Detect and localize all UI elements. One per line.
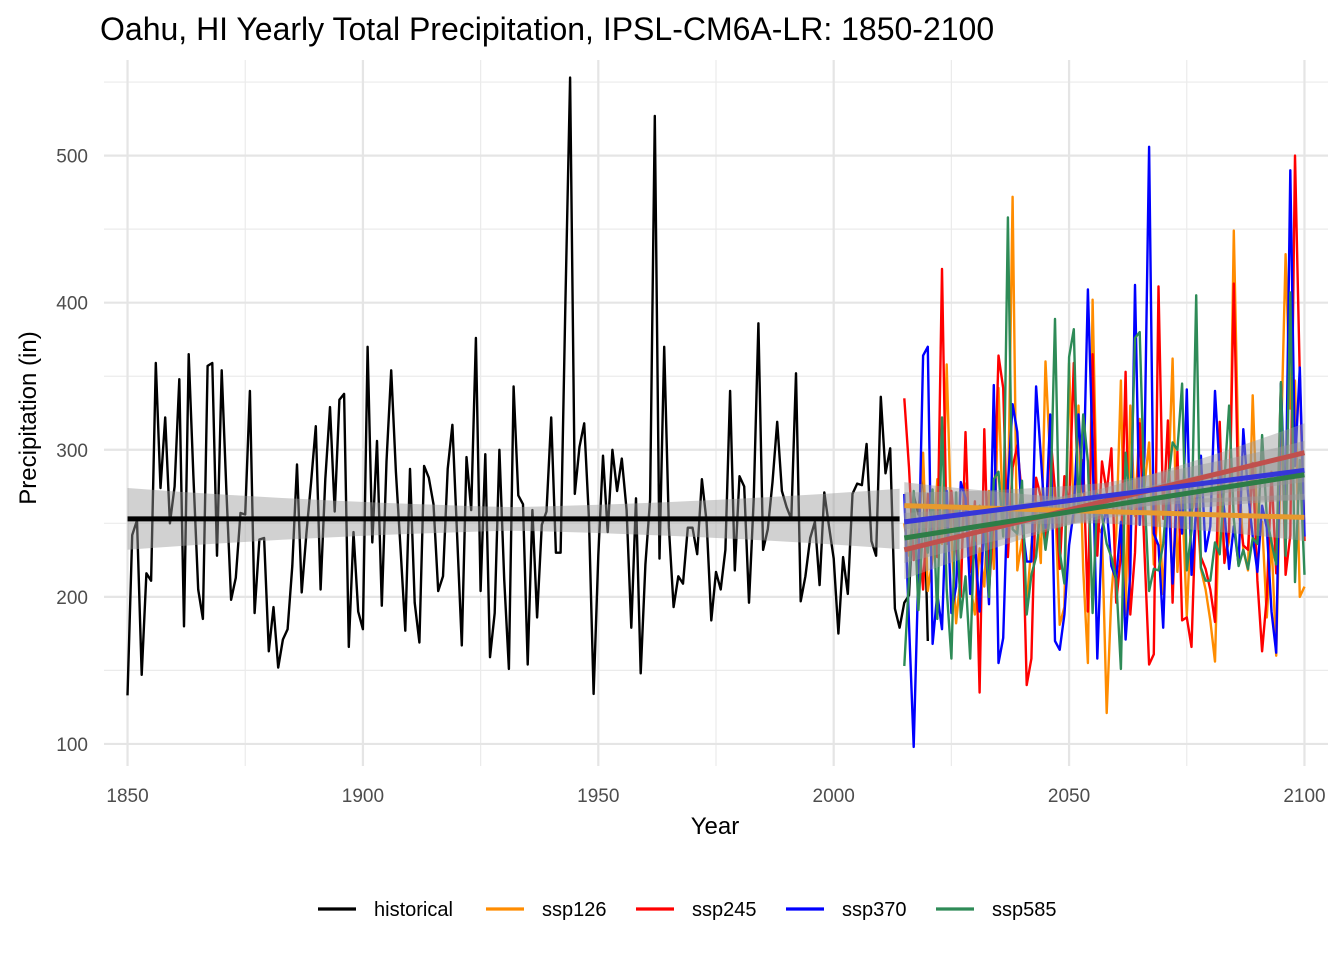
trend-line-ssp126 — [904, 503, 1305, 520]
x-tick-label: 2050 — [1048, 786, 1090, 807]
x-tick-label: 1850 — [106, 786, 148, 807]
y-tick-label: 500 — [56, 147, 88, 168]
x-tick-label: 2000 — [813, 786, 855, 807]
y-tick-label: 200 — [56, 588, 88, 609]
series-line-ssp585 — [903, 216, 1306, 671]
legend-label-historical: historical — [374, 899, 453, 921]
chart-title: Oahu, HI Yearly Total Precipitation, IPS… — [100, 11, 994, 47]
legend: historical ssp126 ssp245 ssp370 ssp585 — [318, 899, 1057, 921]
plot-panel: 1850 1900 1950 2000 2050 2100 100 200 300 400 500 — [56, 60, 1328, 807]
y-tick-label: 100 — [56, 735, 88, 756]
x-tick-label: 1900 — [342, 786, 384, 807]
y-tick-label: 300 — [56, 441, 88, 462]
series-line-historical — [126, 76, 929, 696]
trend-line-ssp245 — [903, 450, 1306, 553]
legend-label-ssp126: ssp126 — [542, 899, 607, 921]
x-tick-label: 1950 — [577, 786, 619, 807]
legend-label-ssp370: ssp370 — [842, 899, 907, 921]
y-axis-title: Precipitation (in) — [15, 331, 42, 504]
legend-label-ssp585: ssp585 — [992, 899, 1057, 921]
series-line-ssp245 — [903, 154, 1306, 694]
x-tick-label: 2100 — [1283, 786, 1325, 807]
trend-line-ssp370 — [903, 467, 1305, 525]
trend-line-ssp585 — [903, 472, 1305, 541]
y-tick-label: 400 — [56, 294, 88, 315]
x-axis-title: Year — [691, 813, 740, 840]
legend-label-ssp245: ssp245 — [692, 899, 757, 921]
